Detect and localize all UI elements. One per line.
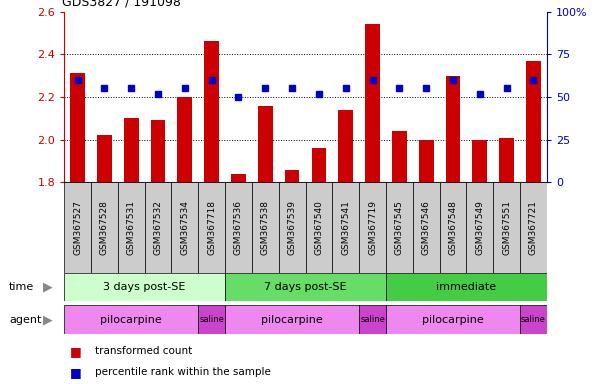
Text: pilocarpine: pilocarpine bbox=[422, 314, 484, 325]
Bar bbox=[419, 140, 434, 182]
Bar bbox=[413, 182, 439, 273]
Text: GSM367545: GSM367545 bbox=[395, 200, 404, 255]
Bar bbox=[312, 148, 326, 182]
Text: GSM367534: GSM367534 bbox=[180, 200, 189, 255]
Bar bbox=[64, 273, 225, 301]
Bar bbox=[499, 137, 514, 182]
Bar bbox=[332, 182, 359, 273]
Bar bbox=[439, 182, 466, 273]
Bar bbox=[198, 305, 225, 334]
Bar bbox=[204, 41, 219, 182]
Text: GSM367551: GSM367551 bbox=[502, 200, 511, 255]
Text: pilocarpine: pilocarpine bbox=[100, 314, 162, 325]
Bar bbox=[225, 305, 359, 334]
Bar bbox=[365, 24, 380, 182]
Text: transformed count: transformed count bbox=[95, 346, 192, 356]
Bar bbox=[177, 97, 192, 182]
Bar bbox=[520, 182, 547, 273]
Text: GSM367541: GSM367541 bbox=[341, 200, 350, 255]
Text: agent: agent bbox=[9, 314, 42, 325]
Text: saline: saline bbox=[199, 315, 224, 324]
Text: GSM367548: GSM367548 bbox=[448, 200, 458, 255]
Text: GSM367532: GSM367532 bbox=[153, 200, 163, 255]
Bar bbox=[91, 182, 118, 273]
Bar bbox=[386, 273, 547, 301]
Text: GSM367718: GSM367718 bbox=[207, 200, 216, 255]
Text: ▶: ▶ bbox=[43, 281, 53, 293]
Text: GSM367546: GSM367546 bbox=[422, 200, 431, 255]
Bar bbox=[198, 182, 225, 273]
Bar bbox=[258, 106, 273, 182]
Bar bbox=[118, 182, 145, 273]
Text: time: time bbox=[9, 282, 34, 292]
Text: GSM367528: GSM367528 bbox=[100, 200, 109, 255]
Text: GSM367536: GSM367536 bbox=[234, 200, 243, 255]
Text: ■: ■ bbox=[70, 366, 82, 379]
Bar bbox=[64, 305, 198, 334]
Bar bbox=[172, 182, 198, 273]
Bar bbox=[285, 170, 299, 182]
Bar bbox=[472, 140, 487, 182]
Text: GSM367540: GSM367540 bbox=[315, 200, 323, 255]
Bar bbox=[97, 136, 112, 182]
Bar bbox=[279, 182, 306, 273]
Text: 3 days post-SE: 3 days post-SE bbox=[103, 282, 186, 292]
Bar bbox=[252, 182, 279, 273]
Bar bbox=[493, 182, 520, 273]
Bar bbox=[225, 182, 252, 273]
Bar bbox=[359, 182, 386, 273]
Text: GSM367719: GSM367719 bbox=[368, 200, 377, 255]
Bar bbox=[526, 61, 541, 182]
Bar bbox=[386, 182, 413, 273]
Bar bbox=[338, 110, 353, 182]
Bar bbox=[64, 182, 91, 273]
Bar bbox=[445, 76, 460, 182]
Text: GSM367549: GSM367549 bbox=[475, 200, 485, 255]
Bar bbox=[359, 305, 386, 334]
Bar bbox=[392, 131, 407, 182]
Text: 7 days post-SE: 7 days post-SE bbox=[264, 282, 347, 292]
Bar bbox=[306, 182, 332, 273]
Text: GSM367538: GSM367538 bbox=[261, 200, 270, 255]
Bar bbox=[145, 182, 172, 273]
Text: ▶: ▶ bbox=[43, 313, 53, 326]
Bar bbox=[70, 73, 85, 182]
Bar bbox=[231, 174, 246, 182]
Text: GDS3827 / 191098: GDS3827 / 191098 bbox=[62, 0, 181, 9]
Bar bbox=[466, 182, 493, 273]
Bar bbox=[520, 305, 547, 334]
Text: percentile rank within the sample: percentile rank within the sample bbox=[95, 367, 271, 377]
Text: GSM367721: GSM367721 bbox=[529, 200, 538, 255]
Bar bbox=[225, 273, 386, 301]
Bar bbox=[151, 121, 166, 182]
Text: ■: ■ bbox=[70, 345, 82, 358]
Text: GSM367527: GSM367527 bbox=[73, 200, 82, 255]
Text: pilocarpine: pilocarpine bbox=[262, 314, 323, 325]
Text: GSM367531: GSM367531 bbox=[126, 200, 136, 255]
Bar bbox=[124, 118, 139, 182]
Text: GSM367539: GSM367539 bbox=[288, 200, 296, 255]
Bar bbox=[386, 305, 520, 334]
Text: saline: saline bbox=[521, 315, 546, 324]
Text: saline: saline bbox=[360, 315, 385, 324]
Text: immediate: immediate bbox=[436, 282, 497, 292]
